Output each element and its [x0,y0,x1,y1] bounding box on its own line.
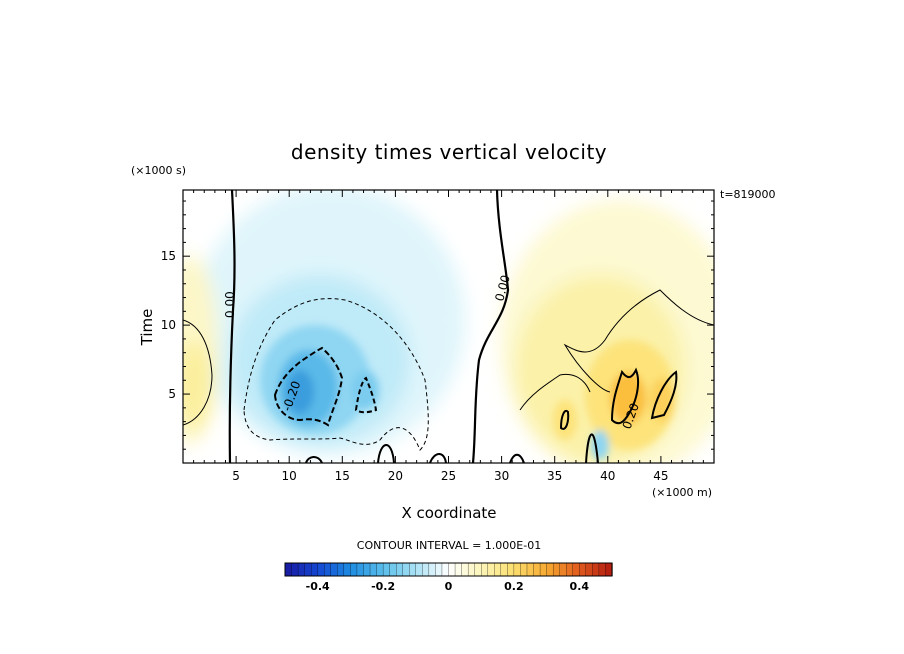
colorbar-cell [389,562,397,577]
colorbar-cell [507,562,515,577]
colorbar-cell [311,562,319,577]
colorbar-cell [297,562,306,577]
colorbar-cell [376,562,384,577]
colorbar-cell [533,562,541,577]
colorbar-cell [454,562,463,577]
colorbar-ticks: -0.4 -0.2 0 0.2 0.4 [306,580,590,593]
colorbar-cell [337,562,345,577]
colorbar-cell [487,562,495,577]
colorbar-frame [284,562,613,577]
colorbar-cell [546,562,554,577]
colorbar-cell [598,562,607,577]
contour-label-zero-right: 0.00 [492,273,512,302]
colorbar-cell [435,562,443,577]
chart-title: density times vertical velocity [291,140,607,164]
colorbar-tick-label: -0.2 [371,580,395,593]
colorbar-cell [402,562,410,577]
colorbar-cell [559,562,567,577]
x-tick-label: 10 [282,469,297,483]
colorbar-cell [605,562,613,577]
x-axis-label: X coordinate [401,504,496,522]
colorbar-cell [579,562,587,577]
colorbar-tick-label: 0 [445,580,453,593]
x-tick-label: 20 [388,469,403,483]
colorbar-cell [513,562,522,577]
colorbar-cell [494,562,502,577]
colorbar-cell [481,562,489,577]
colorbar-cell [448,562,456,577]
colorbar-cell [566,562,574,577]
colorbar-cell [539,562,548,577]
colorbar-cell [592,562,600,577]
colorbar-cell [526,562,535,577]
y-tick-label: 5 [168,387,176,401]
colorbar-cell [415,562,423,577]
colorbar-cell [500,562,509,577]
colorbar-cell [585,562,594,577]
colorbar-cell [441,562,450,577]
time-stamp: t=819000 [720,188,776,201]
contour-label-zero-left: 0.00 [223,291,237,318]
colorbar-cell [572,562,580,577]
colorbar-cell [363,562,371,577]
y-tick-label: 15 [161,249,176,263]
x-unit-label: (×1000 m) [652,486,712,499]
colorbar-cell [428,562,437,577]
x-tick-label: 25 [441,469,456,483]
y-tick-label: 10 [161,318,176,332]
colorbar-cell [520,562,528,577]
colorbar-cell [382,562,391,577]
colorbar-cell [409,562,417,577]
colorbar-cell [317,562,325,577]
x-tick-label: 35 [547,469,562,483]
heatmap-field [183,190,714,463]
colorbar-cell [552,562,561,577]
y-ticks: 5 10 15 [161,200,714,450]
colorbar-cell [396,562,404,577]
colorbar-cell [467,562,476,577]
x-tick-label: 15 [335,469,350,483]
x-tick-label: 30 [494,469,509,483]
colorbar-cell [369,562,378,577]
colorbar-cell [284,562,293,577]
colorbar-tick-label: 0.4 [570,580,590,593]
y-axis-label: Time [138,309,156,347]
colorbar-cell [350,562,358,577]
colorbar-cell [474,562,482,577]
colorbar-cell [461,562,469,577]
colorbar-cell [304,562,312,577]
x-tick-label: 40 [600,469,615,483]
x-tick-label: 45 [653,469,668,483]
colorbar-cell [330,562,338,577]
colorbar-cell [324,562,332,577]
colorbar-cell [343,562,352,577]
y-unit-label: (×1000 s) [131,164,186,177]
colorbar-cell [356,562,365,577]
colorbar [284,562,613,577]
colorbar-cell [422,562,430,577]
colorbar-tick-label: 0.2 [504,580,524,593]
colorbar-cell [291,562,299,577]
contour-interval-text: CONTOUR INTERVAL = 1.000E-01 [357,539,541,552]
x-tick-label: 5 [232,469,240,483]
x-ticks: 5 10 15 20 25 30 35 40 45 [193,190,704,483]
colorbar-tick-label: -0.4 [306,580,330,593]
